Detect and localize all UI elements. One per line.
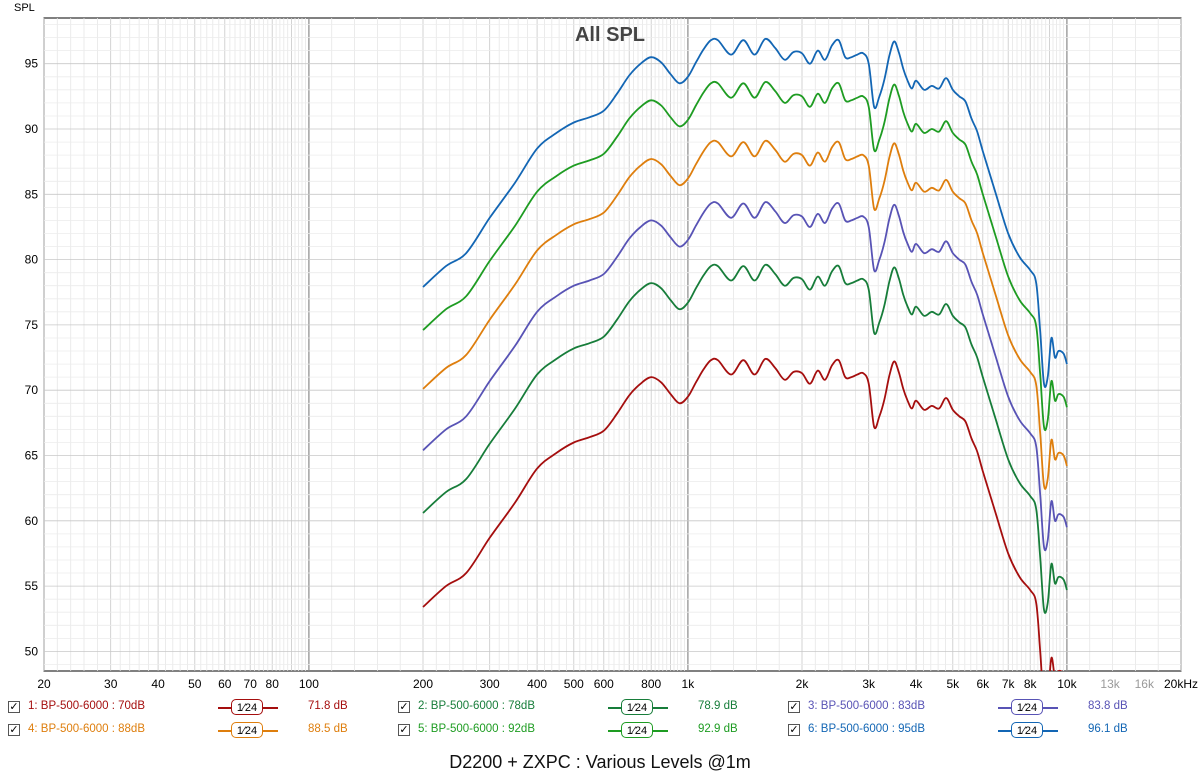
y-axis-label: SPL: [14, 2, 35, 14]
x-tick-label: 300: [480, 677, 500, 691]
y-tick-label: 55: [25, 579, 39, 593]
y-tick-label: 75: [25, 318, 39, 332]
series-line-5: [422, 80, 1068, 431]
series-line-2: [422, 263, 1068, 614]
x-tick-label: 30: [104, 677, 118, 691]
x-tick-label: 400: [527, 677, 547, 691]
x-tick-label: 3k: [862, 677, 876, 691]
x-tick-label: 20: [37, 677, 51, 691]
x-tick-label: 600: [594, 677, 614, 691]
legend-name: 4: BP-500-6000 : 88dB: [28, 723, 145, 735]
legend-name: 3: BP-500-6000 : 83dB: [808, 700, 925, 712]
smoothing-button[interactable]: 1⁄24: [621, 722, 653, 738]
legend-name: 2: BP-500-6000 : 78dB: [418, 700, 535, 712]
legend-value: 96.1 dB: [1088, 723, 1128, 735]
checkbox-icon[interactable]: ✓: [788, 701, 800, 713]
x-tick-label: 800: [641, 677, 661, 691]
checkbox-icon[interactable]: ✓: [8, 724, 20, 736]
x-tick-label: 40: [151, 677, 165, 691]
y-tick-label: 60: [25, 514, 39, 528]
legend-name: 5: BP-500-6000 : 92dB: [418, 723, 535, 735]
x-tick-label: 200: [413, 677, 433, 691]
figure-caption: D2200 + ZXPC : Various Levels @1m: [449, 752, 751, 772]
checkbox-icon[interactable]: ✓: [398, 724, 410, 736]
smoothing-button[interactable]: 1⁄24: [231, 699, 263, 715]
x-tick-label: 70: [244, 677, 258, 691]
x-tick-label: 60: [218, 677, 232, 691]
legend-value: 88.5 dB: [308, 723, 348, 735]
y-tick-label: 70: [25, 383, 39, 397]
series-line-6: [422, 37, 1068, 388]
y-tick-label: 95: [25, 57, 39, 71]
chart-title: All SPL: [575, 24, 645, 46]
x-tick-label: 5k: [946, 677, 960, 691]
x-tick-label: 2k: [796, 677, 810, 691]
x-tick-label: 50: [188, 677, 202, 691]
x-tick-label: 6k: [976, 677, 990, 691]
series-line-1: [422, 357, 1063, 671]
legend-name: 6: BP-500-6000 : 95dB: [808, 723, 925, 735]
spl-chart: 20 30 40 50 60 70 80 100 200 300 400 500 600 800 1k 2k 3…: [25, 17, 1198, 691]
x-tick-label: 80: [266, 677, 280, 691]
smoothing-button[interactable]: 1⁄24: [231, 722, 263, 738]
y-tick-label: 65: [25, 449, 39, 463]
x-tick-label: 500: [564, 677, 584, 691]
x-tick-label: 7k: [1002, 677, 1016, 691]
y-tick-label: 90: [25, 122, 39, 136]
legend-value: 92.9 dB: [698, 723, 738, 735]
grid: [43, 18, 1182, 671]
checkbox-icon[interactable]: ✓: [788, 724, 800, 736]
legend-row-2: ✓ 4: BP-500-6000 : 88dB 1⁄24 88.5 dB ✓ 5…: [0, 721, 1200, 743]
legend-row-1: ✓ 1: BP-500-6000 : 70dB 1⁄24 71.8 dB ✓ 2…: [0, 698, 1200, 720]
legend-value: 83.8 dB: [1088, 700, 1128, 712]
smoothing-button[interactable]: 1⁄24: [621, 699, 653, 715]
checkbox-icon[interactable]: ✓: [8, 701, 20, 713]
x-tick-label: 4k: [910, 677, 924, 691]
legend-value: 71.8 dB: [308, 700, 348, 712]
y-tick-label: 85: [25, 187, 39, 201]
curves: [422, 37, 1068, 671]
series-line-3: [422, 201, 1068, 552]
y-tick-label: 50: [25, 644, 39, 658]
smoothing-button[interactable]: 1⁄24: [1011, 699, 1043, 715]
x-tick-label: 13k: [1100, 677, 1120, 691]
axis-ticks: 20 30 40 50 60 70 80 100 200 300 400 500 600 800 1k 2k 3…: [25, 57, 1198, 691]
x-tick-label: 8k: [1024, 677, 1038, 691]
x-tick-label: 10k: [1057, 677, 1077, 691]
x-tick-label: 20kHz: [1164, 677, 1198, 691]
checkbox-icon[interactable]: ✓: [398, 701, 410, 713]
legend-value: 78.9 dB: [698, 700, 738, 712]
smoothing-button[interactable]: 1⁄24: [1011, 722, 1043, 738]
x-tick-label: 100: [299, 677, 319, 691]
series-line-4: [422, 139, 1068, 490]
y-tick-label: 80: [25, 253, 39, 267]
x-tick-label: 1k: [682, 677, 696, 691]
x-tick-label: 16k: [1135, 677, 1155, 691]
legend-name: 1: BP-500-6000 : 70dB: [28, 700, 145, 712]
